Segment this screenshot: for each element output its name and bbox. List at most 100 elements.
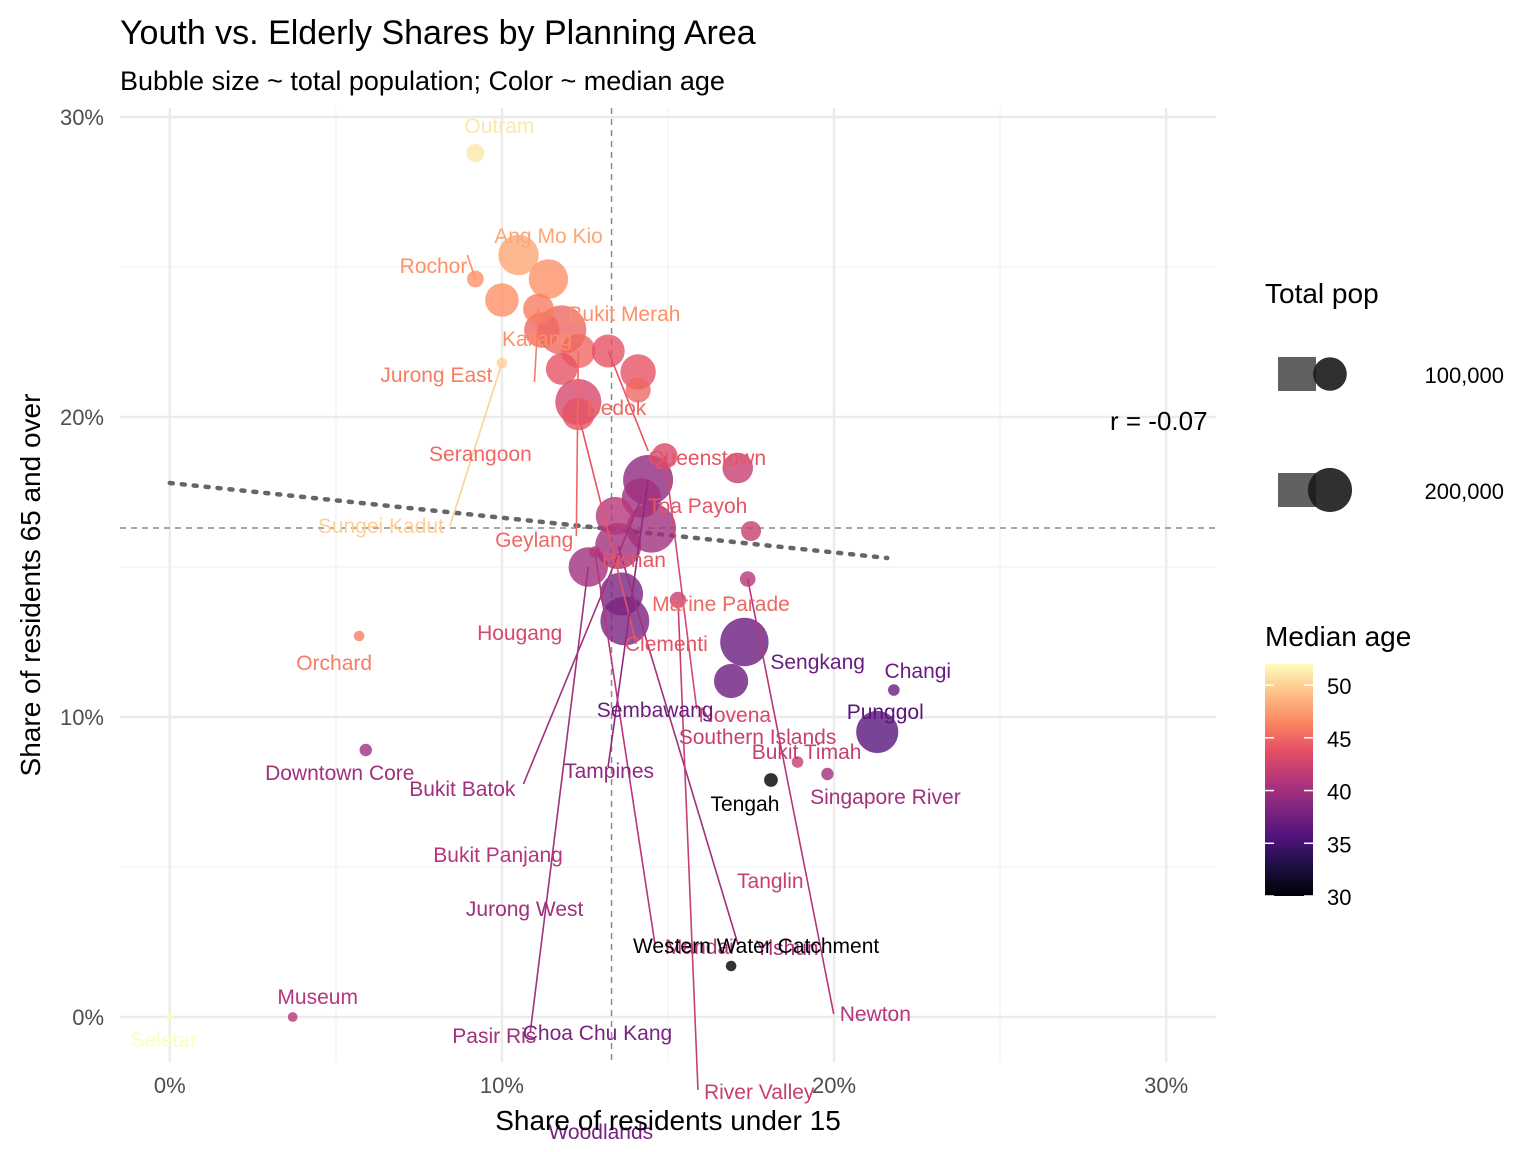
- size-legend-bubble: [1313, 357, 1347, 391]
- point-label: River Valley: [704, 1081, 815, 1104]
- point-label: Rochor: [400, 255, 468, 278]
- bubble: [791, 756, 804, 768]
- bubble: [714, 663, 749, 699]
- label-leader-line: [663, 455, 698, 710]
- label-leader-line: [607, 350, 649, 452]
- x-tick-label: 10%: [480, 1073, 524, 1098]
- bubble: [287, 1012, 298, 1022]
- axis-ticks: 0% 10% 20% 30% 0% 10% 20% 30%: [60, 105, 1188, 1098]
- point-label: Queenstown: [648, 447, 766, 470]
- point-label: Geylang: [495, 529, 573, 552]
- point-label: Bukit Batok: [409, 778, 516, 801]
- point-label: Tampines: [564, 760, 654, 783]
- point-label: Jurong East: [380, 364, 492, 387]
- bubble: [888, 684, 900, 696]
- bubble: [821, 767, 834, 781]
- chart-subtitle: Bubble size ~ total population; Color ~ …: [120, 66, 725, 96]
- y-tick-label: 10%: [60, 705, 104, 730]
- x-tick-label: 0%: [154, 1073, 186, 1098]
- label-leader-line: [466, 254, 477, 280]
- point-label: Woodlands: [548, 1121, 653, 1144]
- point-label: Marine Parade: [652, 593, 790, 616]
- point-label: Bukit Panjang: [433, 844, 563, 867]
- size-legend-label: 200,000: [1424, 479, 1504, 504]
- point-label: Tanglin: [737, 870, 804, 893]
- point-label: Western Water Catchment: [633, 935, 879, 958]
- point-label: Downtown Core: [265, 762, 414, 785]
- correlation-annotation: r = -0.07: [1110, 406, 1208, 436]
- bubble: [725, 960, 737, 972]
- colorbar-tick-label: 30: [1327, 885, 1351, 910]
- bubble: [165, 1013, 174, 1021]
- point-label: Orchard: [296, 652, 372, 675]
- bubble: [599, 572, 644, 616]
- point-label: Mandai: [665, 936, 734, 959]
- point-label: Singapore River: [810, 786, 961, 809]
- label-leader-line: [529, 566, 590, 1033]
- bubble: [353, 630, 365, 642]
- bubble: [528, 259, 569, 299]
- point-label: Pasir Ris: [452, 1025, 536, 1048]
- point-label: Yishun: [755, 937, 818, 960]
- x-tick-label: 20%: [812, 1073, 856, 1098]
- colorbar-tick-label: 35: [1327, 832, 1351, 857]
- point-label: Serangoon: [429, 443, 532, 466]
- point-labels: Outram Ang Mo Kio Rochor Bukit MerahKallang…: [131, 115, 961, 1144]
- point-label: Bukit Merah: [568, 303, 680, 326]
- size-legend: Total pop 100,000 200,000: [1265, 278, 1504, 513]
- color-legend: Median age 50 45 40 35 30: [1265, 621, 1411, 910]
- label-leader-line: [449, 362, 503, 527]
- size-legend-key: [1278, 357, 1316, 391]
- trend-line-group: [167, 480, 890, 561]
- bubble: [764, 773, 778, 787]
- colorbar-tick-label: 40: [1327, 780, 1351, 805]
- label-leader-line: [575, 350, 580, 537]
- label-leader-line: [617, 545, 739, 946]
- x-axis-title: Share of residents under 15: [495, 1105, 841, 1136]
- point-label: Bishan: [602, 549, 666, 572]
- size-legend-label: 100,000: [1424, 363, 1504, 388]
- point-label: Clementi: [625, 633, 708, 656]
- point-label: Toa Payoh: [648, 495, 747, 518]
- colorbar: [1265, 664, 1313, 896]
- chart-title: Youth vs. Elderly Shares by Planning Are…: [120, 14, 756, 52]
- point-label: Sungei Kadut: [318, 515, 444, 538]
- color-legend-title: Median age: [1265, 621, 1411, 652]
- bubble: [651, 443, 678, 469]
- label-leaders: [449, 254, 835, 1091]
- point-label: Ang Mo Kio: [494, 225, 603, 248]
- point-label: Tengah: [711, 793, 780, 816]
- point-label: Changi: [885, 660, 952, 683]
- size-legend-bubble: [1307, 467, 1353, 513]
- label-leader-line: [607, 479, 649, 768]
- trend-line: [167, 480, 890, 561]
- point-label: Sengkang: [770, 651, 865, 674]
- point-label: Kallang: [502, 328, 572, 351]
- y-axis-title: Share of residents 65 and over: [15, 394, 46, 777]
- y-tick-label: 0%: [72, 1005, 104, 1030]
- label-leader-line: [594, 551, 656, 945]
- label-leader-line: [746, 578, 835, 1015]
- bubble: [720, 617, 769, 667]
- point-label: Novena: [699, 704, 772, 727]
- y-tick-label: 20%: [60, 405, 104, 430]
- label-leader-line: [522, 497, 643, 785]
- bubble: [856, 710, 899, 754]
- bubble: [359, 743, 372, 757]
- point-label: Newton: [840, 1003, 911, 1026]
- grid-lines: [120, 108, 1216, 1062]
- label-leader-line: [533, 308, 540, 383]
- bubble: [485, 283, 519, 317]
- bubble: [498, 234, 539, 276]
- point-label: Southern Islands: [679, 726, 837, 749]
- bubble: [741, 521, 762, 541]
- point-label: Jurong West: [466, 898, 584, 921]
- x-tick-label: 30%: [1144, 1073, 1188, 1098]
- bubble: [625, 377, 651, 403]
- point-label: Bedok: [587, 397, 647, 420]
- point-label: Bukit Timah: [752, 741, 862, 764]
- point-label: Hougang: [477, 622, 562, 645]
- colorbar-tick-label: 50: [1327, 674, 1351, 699]
- label-leader-line: [577, 413, 638, 645]
